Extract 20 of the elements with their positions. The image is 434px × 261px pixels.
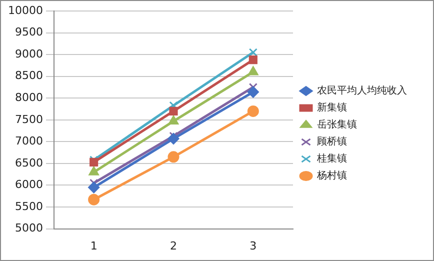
y-tick-label: 6000 — [14, 178, 43, 192]
legend-label: 新集镇 — [317, 102, 347, 114]
y-tick-label: 8500 — [14, 69, 43, 82]
y-tick-label: 9500 — [14, 26, 43, 39]
y-tick-label: 7000 — [14, 134, 43, 148]
y-tick-label: 6500 — [14, 156, 43, 170]
legend-label: 顾桥镇 — [317, 136, 347, 148]
y-tick-label: 5500 — [14, 200, 43, 213]
x-tick-label: 3 — [250, 239, 257, 252]
legend-label: 岳张集镇 — [317, 118, 357, 131]
legend-label: 桂集镇 — [316, 152, 347, 165]
y-tick-label: 7500 — [14, 112, 43, 126]
x-tick-label: 1 — [90, 239, 98, 252]
y-tick-label: 10000 — [8, 4, 43, 17]
x-tick-label: 2 — [170, 239, 177, 252]
legend-label: 杨村镇 — [316, 170, 347, 182]
y-tick-label: 5000 — [14, 222, 43, 235]
y-tick-label: 8000 — [14, 90, 43, 104]
legend-label: 农民平均人均纯收入 — [317, 84, 407, 97]
y-tick-label: 9000 — [14, 47, 43, 60]
